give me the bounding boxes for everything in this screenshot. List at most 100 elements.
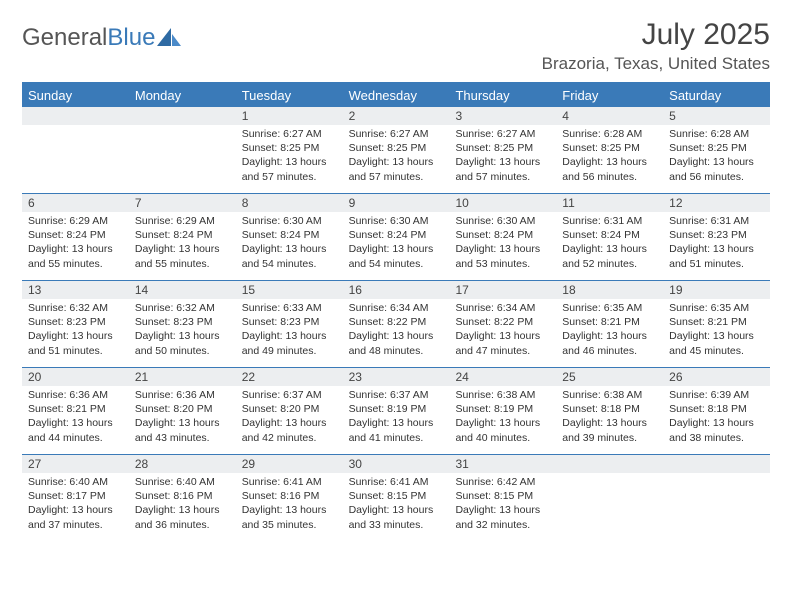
daylight-line: Daylight: 13 hours and 57 minutes. bbox=[242, 155, 337, 183]
day-body: Sunrise: 6:39 AMSunset: 8:18 PMDaylight:… bbox=[663, 386, 770, 449]
day-body: Sunrise: 6:29 AMSunset: 8:24 PMDaylight:… bbox=[22, 212, 129, 275]
sunset-line: Sunset: 8:19 PM bbox=[455, 402, 550, 416]
day-body: Sunrise: 6:37 AMSunset: 8:20 PMDaylight:… bbox=[236, 386, 343, 449]
day-body bbox=[22, 125, 129, 131]
daylight-line: Daylight: 13 hours and 49 minutes. bbox=[242, 329, 337, 357]
sunset-line: Sunset: 8:24 PM bbox=[135, 228, 230, 242]
day-cell: 28Sunrise: 6:40 AMSunset: 8:16 PMDayligh… bbox=[129, 455, 236, 541]
day-number: 29 bbox=[236, 455, 343, 473]
day-body: Sunrise: 6:31 AMSunset: 8:23 PMDaylight:… bbox=[663, 212, 770, 275]
day-body: Sunrise: 6:27 AMSunset: 8:25 PMDaylight:… bbox=[343, 125, 450, 188]
day-body: Sunrise: 6:36 AMSunset: 8:21 PMDaylight:… bbox=[22, 386, 129, 449]
sunrise-line: Sunrise: 6:27 AM bbox=[242, 127, 337, 141]
day-body: Sunrise: 6:28 AMSunset: 8:25 PMDaylight:… bbox=[663, 125, 770, 188]
sunrise-line: Sunrise: 6:36 AM bbox=[135, 388, 230, 402]
daylight-line: Daylight: 13 hours and 55 minutes. bbox=[135, 242, 230, 270]
day-cell: 30Sunrise: 6:41 AMSunset: 8:15 PMDayligh… bbox=[343, 455, 450, 541]
sunset-line: Sunset: 8:25 PM bbox=[669, 141, 764, 155]
sunset-line: Sunset: 8:24 PM bbox=[28, 228, 123, 242]
sunrise-line: Sunrise: 6:31 AM bbox=[669, 214, 764, 228]
day-body: Sunrise: 6:42 AMSunset: 8:15 PMDaylight:… bbox=[449, 473, 556, 536]
weekday-header: Sunday bbox=[22, 84, 129, 107]
day-body bbox=[556, 473, 663, 479]
day-body: Sunrise: 6:27 AMSunset: 8:25 PMDaylight:… bbox=[236, 125, 343, 188]
day-number bbox=[129, 107, 236, 125]
day-body: Sunrise: 6:34 AMSunset: 8:22 PMDaylight:… bbox=[343, 299, 450, 362]
sunrise-line: Sunrise: 6:37 AM bbox=[349, 388, 444, 402]
sunrise-line: Sunrise: 6:42 AM bbox=[455, 475, 550, 489]
day-cell: 6Sunrise: 6:29 AMSunset: 8:24 PMDaylight… bbox=[22, 194, 129, 280]
day-number: 31 bbox=[449, 455, 556, 473]
day-cell: 21Sunrise: 6:36 AMSunset: 8:20 PMDayligh… bbox=[129, 368, 236, 454]
weekday-header: Wednesday bbox=[343, 84, 450, 107]
daylight-line: Daylight: 13 hours and 42 minutes. bbox=[242, 416, 337, 444]
day-cell: 17Sunrise: 6:34 AMSunset: 8:22 PMDayligh… bbox=[449, 281, 556, 367]
daylight-line: Daylight: 13 hours and 39 minutes. bbox=[562, 416, 657, 444]
day-number: 10 bbox=[449, 194, 556, 212]
daylight-line: Daylight: 13 hours and 56 minutes. bbox=[669, 155, 764, 183]
day-number: 1 bbox=[236, 107, 343, 125]
day-cell: 15Sunrise: 6:33 AMSunset: 8:23 PMDayligh… bbox=[236, 281, 343, 367]
day-number: 21 bbox=[129, 368, 236, 386]
day-body: Sunrise: 6:40 AMSunset: 8:17 PMDaylight:… bbox=[22, 473, 129, 536]
daylight-line: Daylight: 13 hours and 54 minutes. bbox=[349, 242, 444, 270]
weekday-header: Friday bbox=[556, 84, 663, 107]
daylight-line: Daylight: 13 hours and 36 minutes. bbox=[135, 503, 230, 531]
calendar: Sunday Monday Tuesday Wednesday Thursday… bbox=[22, 82, 770, 541]
sunset-line: Sunset: 8:18 PM bbox=[562, 402, 657, 416]
sunrise-line: Sunrise: 6:30 AM bbox=[455, 214, 550, 228]
day-cell: 10Sunrise: 6:30 AMSunset: 8:24 PMDayligh… bbox=[449, 194, 556, 280]
day-cell: 23Sunrise: 6:37 AMSunset: 8:19 PMDayligh… bbox=[343, 368, 450, 454]
day-number: 15 bbox=[236, 281, 343, 299]
day-number: 7 bbox=[129, 194, 236, 212]
header: GeneralBlue July 2025 Brazoria, Texas, U… bbox=[22, 18, 770, 74]
sunset-line: Sunset: 8:16 PM bbox=[242, 489, 337, 503]
day-cell: 18Sunrise: 6:35 AMSunset: 8:21 PMDayligh… bbox=[556, 281, 663, 367]
daylight-line: Daylight: 13 hours and 37 minutes. bbox=[28, 503, 123, 531]
day-body: Sunrise: 6:35 AMSunset: 8:21 PMDaylight:… bbox=[556, 299, 663, 362]
sunset-line: Sunset: 8:15 PM bbox=[349, 489, 444, 503]
day-body: Sunrise: 6:30 AMSunset: 8:24 PMDaylight:… bbox=[343, 212, 450, 275]
daylight-line: Daylight: 13 hours and 43 minutes. bbox=[135, 416, 230, 444]
day-cell: 19Sunrise: 6:35 AMSunset: 8:21 PMDayligh… bbox=[663, 281, 770, 367]
day-cell: 14Sunrise: 6:32 AMSunset: 8:23 PMDayligh… bbox=[129, 281, 236, 367]
weekday-header: Thursday bbox=[449, 84, 556, 107]
daylight-line: Daylight: 13 hours and 50 minutes. bbox=[135, 329, 230, 357]
day-cell: 11Sunrise: 6:31 AMSunset: 8:24 PMDayligh… bbox=[556, 194, 663, 280]
sunrise-line: Sunrise: 6:32 AM bbox=[28, 301, 123, 315]
day-cell: 29Sunrise: 6:41 AMSunset: 8:16 PMDayligh… bbox=[236, 455, 343, 541]
sunset-line: Sunset: 8:21 PM bbox=[669, 315, 764, 329]
day-body: Sunrise: 6:28 AMSunset: 8:25 PMDaylight:… bbox=[556, 125, 663, 188]
day-number: 5 bbox=[663, 107, 770, 125]
weekday-header: Monday bbox=[129, 84, 236, 107]
sunrise-line: Sunrise: 6:38 AM bbox=[455, 388, 550, 402]
sunset-line: Sunset: 8:24 PM bbox=[455, 228, 550, 242]
sunrise-line: Sunrise: 6:34 AM bbox=[455, 301, 550, 315]
sunset-line: Sunset: 8:24 PM bbox=[562, 228, 657, 242]
day-body: Sunrise: 6:30 AMSunset: 8:24 PMDaylight:… bbox=[236, 212, 343, 275]
sunset-line: Sunset: 8:21 PM bbox=[562, 315, 657, 329]
day-number: 19 bbox=[663, 281, 770, 299]
sunset-line: Sunset: 8:25 PM bbox=[242, 141, 337, 155]
sunrise-line: Sunrise: 6:30 AM bbox=[349, 214, 444, 228]
sunrise-line: Sunrise: 6:31 AM bbox=[562, 214, 657, 228]
day-number: 18 bbox=[556, 281, 663, 299]
day-body: Sunrise: 6:37 AMSunset: 8:19 PMDaylight:… bbox=[343, 386, 450, 449]
sunset-line: Sunset: 8:22 PM bbox=[455, 315, 550, 329]
sunrise-line: Sunrise: 6:39 AM bbox=[669, 388, 764, 402]
weeks-container: 1Sunrise: 6:27 AMSunset: 8:25 PMDaylight… bbox=[22, 107, 770, 541]
day-body: Sunrise: 6:38 AMSunset: 8:19 PMDaylight:… bbox=[449, 386, 556, 449]
daylight-line: Daylight: 13 hours and 45 minutes. bbox=[669, 329, 764, 357]
day-cell: 12Sunrise: 6:31 AMSunset: 8:23 PMDayligh… bbox=[663, 194, 770, 280]
day-cell bbox=[22, 107, 129, 193]
sunset-line: Sunset: 8:23 PM bbox=[242, 315, 337, 329]
sunset-line: Sunset: 8:21 PM bbox=[28, 402, 123, 416]
day-body: Sunrise: 6:32 AMSunset: 8:23 PMDaylight:… bbox=[129, 299, 236, 362]
logo: GeneralBlue bbox=[22, 24, 183, 52]
day-number: 13 bbox=[22, 281, 129, 299]
daylight-line: Daylight: 13 hours and 51 minutes. bbox=[28, 329, 123, 357]
day-number: 27 bbox=[22, 455, 129, 473]
sunrise-line: Sunrise: 6:40 AM bbox=[28, 475, 123, 489]
sunrise-line: Sunrise: 6:28 AM bbox=[669, 127, 764, 141]
day-number: 12 bbox=[663, 194, 770, 212]
